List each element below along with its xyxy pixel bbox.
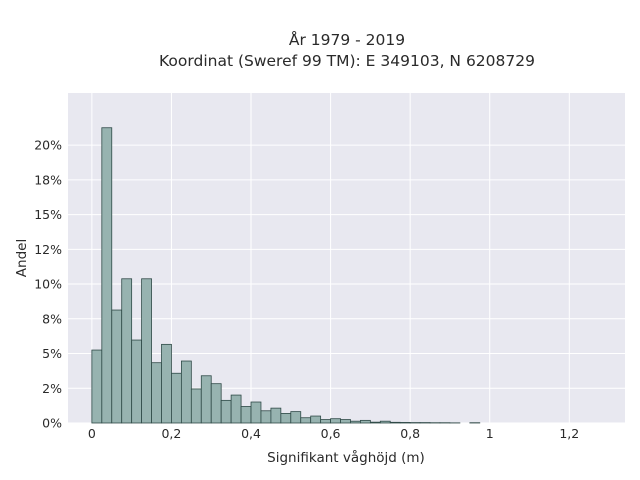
histogram-bar xyxy=(300,417,312,424)
histogram-bar xyxy=(171,372,182,424)
x-tick-label: 0,2 xyxy=(161,426,181,441)
y-tick-label: 8% xyxy=(42,311,62,326)
x-tick-label: 1,2 xyxy=(559,426,579,441)
y-tick-label: 15% xyxy=(34,207,62,222)
histogram-bar xyxy=(131,339,143,424)
histogram-bar xyxy=(141,278,152,424)
chart-title-line2: Koordinat (Sweref 99 TM): E 349103, N 62… xyxy=(159,52,535,70)
x-tick-label: 0,4 xyxy=(241,426,261,441)
histogram-bar xyxy=(101,127,113,424)
histogram-bar xyxy=(320,419,331,424)
histogram-bar xyxy=(310,415,322,424)
histogram-bars xyxy=(91,127,481,424)
y-tick-label: 2% xyxy=(42,381,62,396)
histogram-bar xyxy=(210,383,222,424)
histogram-bar xyxy=(280,413,292,424)
histogram-bar xyxy=(389,421,401,424)
histogram-bar xyxy=(190,388,202,424)
histogram-bar xyxy=(220,399,232,424)
histogram-bar xyxy=(360,419,371,424)
y-tick-label: 0% xyxy=(42,416,62,431)
x-axis-label: Signifikant våghöjd (m) xyxy=(267,449,425,466)
histogram-bar xyxy=(200,375,212,424)
histogram-bar xyxy=(151,362,162,424)
histogram-bar xyxy=(121,278,133,424)
histogram-bar xyxy=(369,421,381,424)
chart-title-line1: År 1979 - 2019 xyxy=(289,30,405,49)
histogram-bar xyxy=(111,309,123,424)
histogram-bar xyxy=(240,406,252,424)
y-axis-label: Andel xyxy=(14,239,30,277)
histogram-bar xyxy=(270,407,282,424)
histogram-bar xyxy=(340,419,351,424)
histogram-bar xyxy=(330,418,341,424)
y-tick-labels: 0% 2% 5% 8% 10% 12% 15% 18% 20% xyxy=(34,138,62,431)
y-tick-label: 20% xyxy=(34,138,62,153)
histogram-bar xyxy=(350,420,361,424)
histogram-bar xyxy=(399,422,411,424)
x-tick-labels: 0 0,2 0,4 0,6 0,8 1 1,2 xyxy=(88,426,579,441)
histogram-bar xyxy=(250,401,262,424)
y-tick-label: 10% xyxy=(34,277,62,292)
histogram-bar xyxy=(161,343,172,424)
histogram-bar xyxy=(260,410,272,424)
y-tick-label: 18% xyxy=(34,172,62,187)
x-tick-label: 0 xyxy=(88,426,96,441)
x-tick-label: 0,8 xyxy=(400,426,420,441)
x-tick-label: 1 xyxy=(486,426,494,441)
y-tick-label: 12% xyxy=(34,242,62,257)
histogram-bar xyxy=(379,420,391,424)
y-tick-label: 5% xyxy=(42,346,62,361)
histogram-bar xyxy=(290,411,302,424)
histogram-bar xyxy=(91,349,103,424)
histogram-bar xyxy=(230,394,242,424)
x-tick-label: 0,6 xyxy=(321,426,341,441)
histogram-bar xyxy=(180,360,192,424)
